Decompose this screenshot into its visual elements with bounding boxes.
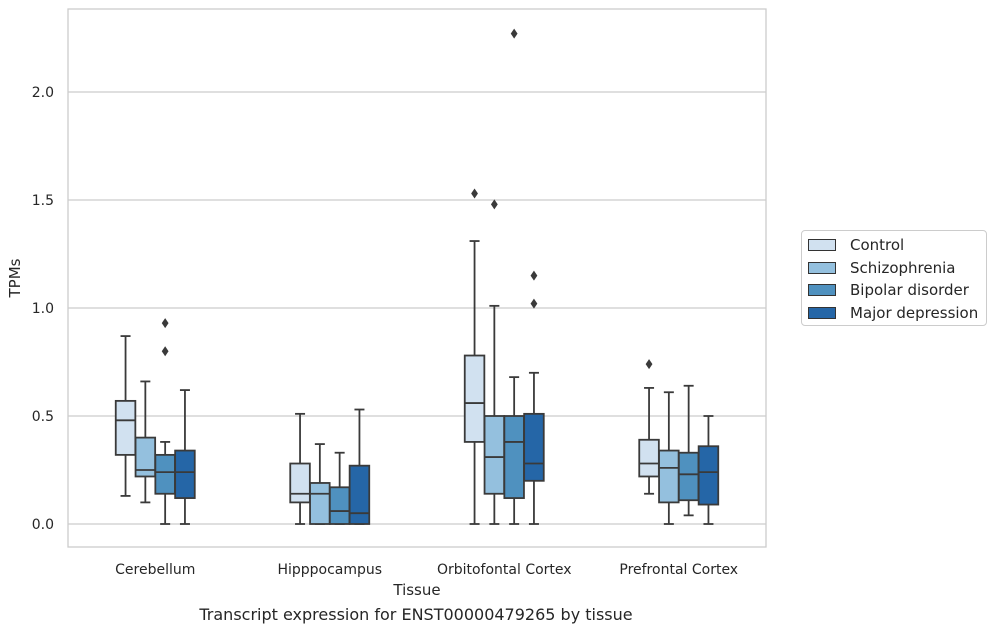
box-body bbox=[328, 486, 351, 525]
legend-label-bipolar-disorder: Bipolar disorder bbox=[850, 281, 969, 299]
y-axis-label: TPMs bbox=[6, 258, 24, 298]
legend-swatch-control bbox=[808, 239, 836, 251]
box-schizophrenia-hipppocampus bbox=[309, 443, 331, 525]
box-major-depression-cerebellum bbox=[174, 389, 196, 525]
y-tick-label: 1.0 bbox=[32, 301, 54, 317]
box-body bbox=[463, 354, 486, 443]
x-tick-label: Orbitofontal Cortex bbox=[437, 562, 572, 578]
box-body bbox=[289, 462, 311, 504]
legend: Control Schizophrenia Bipolar disorder M… bbox=[801, 230, 987, 326]
box-body bbox=[658, 449, 680, 504]
legend-item-major-depression: Major depression bbox=[808, 303, 978, 323]
y-tick-label: 1.5 bbox=[32, 193, 54, 209]
box-control-hipppocampus bbox=[289, 412, 311, 525]
legend-swatch-schizophrenia bbox=[808, 262, 836, 274]
box-major-depression-hipppocampus bbox=[348, 408, 371, 525]
outlier-point bbox=[161, 346, 169, 357]
y-tick-label: 2.0 bbox=[32, 85, 54, 101]
box-bipolar-disorder-cerebellum bbox=[154, 318, 176, 525]
box-body bbox=[677, 451, 700, 502]
x-tick-labels: Cerebellum Hipppocampus Orbitofontal Corte… bbox=[115, 562, 738, 578]
outlier-point bbox=[490, 199, 498, 210]
box-body bbox=[523, 412, 545, 482]
outlier-point bbox=[530, 270, 538, 281]
box-body bbox=[503, 415, 525, 499]
outlier-point bbox=[471, 188, 478, 199]
x-tick-label: Cerebellum bbox=[115, 562, 195, 578]
legend-label-control: Control bbox=[850, 236, 905, 254]
box-body bbox=[154, 453, 176, 495]
box-bipolar-disorder-hipppocampus bbox=[328, 451, 351, 525]
box-control-prefrontal-cortex bbox=[638, 359, 660, 495]
box-major-depression-orbitofontal-cortex bbox=[523, 270, 545, 525]
box-schizophrenia-cerebellum bbox=[134, 380, 157, 504]
legend-swatch-major-depression bbox=[808, 307, 836, 319]
legend-item-schizophrenia: Schizophrenia bbox=[808, 258, 955, 278]
x-tick-label: Prefrontal Cortex bbox=[619, 562, 738, 578]
x-axis-label: Tissue bbox=[392, 581, 440, 599]
box-body bbox=[483, 415, 506, 495]
y-tick-label: 0.5 bbox=[32, 409, 54, 425]
outlier-point bbox=[161, 318, 169, 329]
box-body bbox=[638, 438, 660, 478]
box-control-orbitofontal-cortex bbox=[463, 188, 486, 525]
y-tick-label: 0.0 bbox=[32, 517, 54, 533]
outlier-point bbox=[510, 28, 518, 39]
legend-item-control: Control bbox=[808, 235, 904, 255]
legend-label-schizophrenia: Schizophrenia bbox=[850, 259, 956, 277]
box-schizophrenia-prefrontal-cortex bbox=[658, 391, 680, 525]
outlier-point bbox=[530, 298, 538, 309]
legend-label-major-depression: Major depression bbox=[850, 304, 979, 322]
box-plot-area bbox=[114, 28, 720, 525]
legend-item-bipolar-disorder: Bipolar disorder bbox=[808, 280, 969, 300]
y-tick-labels: 0.0 0.5 1.0 1.5 2.0 bbox=[32, 85, 54, 533]
box-body bbox=[174, 449, 196, 499]
box-bipolar-disorder-orbitofontal-cortex bbox=[503, 28, 525, 525]
figure-caption: Transcript expression for ENST0000047926… bbox=[199, 605, 633, 624]
box-body bbox=[697, 445, 720, 506]
plot-frame bbox=[67, 8, 767, 548]
legend-swatch-bipolar-disorder bbox=[808, 284, 836, 296]
outlier-point bbox=[645, 359, 653, 370]
box-control-cerebellum bbox=[114, 335, 137, 497]
box-major-depression-prefrontal-cortex bbox=[697, 415, 720, 525]
box-body bbox=[309, 482, 331, 525]
box-bipolar-disorder-prefrontal-cortex bbox=[677, 384, 700, 517]
box-body bbox=[114, 399, 137, 456]
x-tick-label: Hipppocampus bbox=[277, 562, 382, 578]
box-schizophrenia-orbitofontal-cortex bbox=[483, 199, 506, 525]
box-body bbox=[348, 464, 371, 525]
